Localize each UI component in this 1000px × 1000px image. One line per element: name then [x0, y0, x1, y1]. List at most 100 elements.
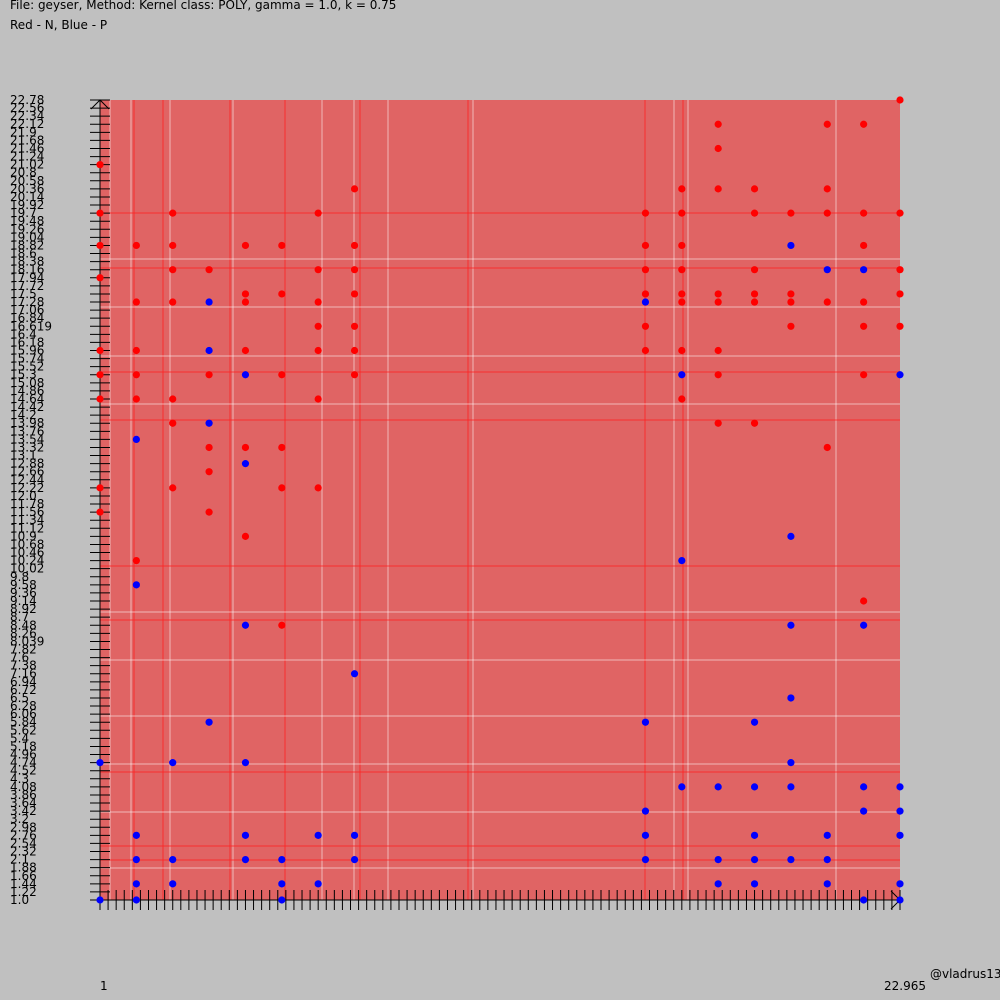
point-p [241, 460, 250, 468]
point-n [823, 209, 831, 217]
y-tick-label: 20.36 [10, 182, 44, 196]
point-n [860, 209, 868, 217]
y-tick-label: 7.6 [10, 651, 29, 665]
point-n [205, 371, 213, 379]
point-p [750, 718, 759, 726]
point-n [641, 322, 650, 330]
point-n [641, 290, 650, 298]
point-n [750, 290, 759, 298]
point-n [787, 209, 795, 217]
point-p [787, 694, 795, 702]
point-n [169, 484, 177, 492]
point-n [132, 241, 140, 250]
y-tick-label: 22.56 [10, 101, 44, 115]
point-p [132, 880, 140, 888]
point-n [823, 185, 831, 193]
point-n [132, 371, 140, 379]
y-tick-label: 14.2 [10, 408, 37, 422]
point-p [641, 718, 650, 726]
y-tick-label: 14.64 [10, 392, 44, 406]
point-n [132, 557, 140, 565]
y-tick-label: 15.08 [10, 376, 44, 390]
y-tick-label: 1.88 [10, 861, 37, 875]
point-n [678, 185, 686, 193]
point-n [714, 290, 722, 298]
y-tick-label: 13.1 [10, 449, 37, 463]
point-n [241, 241, 250, 250]
point-p [96, 896, 104, 904]
y-tick-label: 5.84 [10, 715, 37, 729]
point-p [860, 896, 868, 904]
y-tick-label: 4.96 [10, 748, 37, 762]
y-tick-label: 3.86 [10, 788, 37, 802]
point-p [787, 783, 795, 791]
point-n [714, 371, 722, 379]
y-tick-label: 19.04 [10, 230, 44, 244]
y-tick-label: 14.86 [10, 384, 44, 398]
point-p [678, 371, 686, 379]
point-n [750, 298, 759, 306]
point-n [641, 346, 650, 355]
y-tick-label: 16.619 [10, 319, 52, 333]
y-tick-label: 4.74 [10, 756, 37, 770]
point-n [314, 266, 322, 274]
y-tick-label: 1.22 [10, 885, 37, 899]
y-axis-ticks: 1.01.221.441.661.882.12.322.542.762.983.… [10, 93, 110, 907]
point-p [896, 783, 904, 791]
y-tick-label: 17.72 [10, 279, 44, 293]
y-tick-label: 9.8 [10, 570, 29, 584]
y-tick-label: 8.92 [10, 602, 37, 616]
point-p [278, 896, 286, 904]
y-tick-label: 19.7 [10, 206, 37, 220]
point-p [823, 266, 831, 274]
point-n [241, 290, 250, 298]
point-n [350, 241, 359, 250]
y-tick-label: 19.92 [10, 198, 44, 212]
y-tick-label: 3.2 [10, 812, 29, 826]
y-tick-label: 22.12 [10, 117, 44, 131]
point-n [896, 96, 904, 104]
y-tick-label: 6.5 [10, 691, 29, 705]
point-p [787, 855, 795, 864]
y-tick-label: 10.46 [10, 546, 44, 560]
y-tick-label: 3.64 [10, 796, 37, 810]
point-n [350, 290, 359, 298]
point-p [714, 783, 722, 791]
point-n [714, 144, 722, 153]
y-tick-label: 20.8 [10, 166, 37, 180]
point-n [314, 209, 322, 217]
y-tick-label: 15.3 [10, 368, 37, 382]
point-n [350, 322, 359, 330]
point-p [350, 831, 359, 839]
y-tick-label: 18.82 [10, 238, 44, 252]
point-n [678, 395, 686, 403]
point-p [896, 896, 904, 904]
y-tick-label: 9.36 [10, 586, 37, 600]
y-tick-label: 16.84 [10, 311, 44, 325]
point-p [787, 759, 795, 767]
point-p [678, 557, 686, 565]
point-n [278, 621, 286, 629]
point-n [350, 266, 359, 274]
point-n [787, 322, 795, 330]
point-p [132, 581, 140, 589]
point-p [787, 532, 795, 540]
point-n [823, 298, 831, 306]
point-p [641, 298, 650, 306]
point-n [205, 443, 213, 452]
y-tick-label: 21.68 [10, 133, 44, 147]
point-n [96, 241, 104, 250]
y-tick-label: 6.94 [10, 675, 37, 689]
y-tick-label: 17.94 [10, 271, 44, 285]
point-p [132, 855, 140, 864]
point-p [314, 880, 322, 888]
y-tick-label: 21.9 [10, 125, 37, 139]
point-p [787, 241, 795, 250]
y-tick-label: 9.58 [10, 578, 37, 592]
point-n [96, 508, 104, 516]
y-tick-label: 18.16 [10, 263, 44, 277]
point-n [714, 346, 722, 355]
y-tick-label: 17.06 [10, 303, 44, 317]
point-p [132, 896, 140, 904]
point-n [350, 185, 359, 193]
